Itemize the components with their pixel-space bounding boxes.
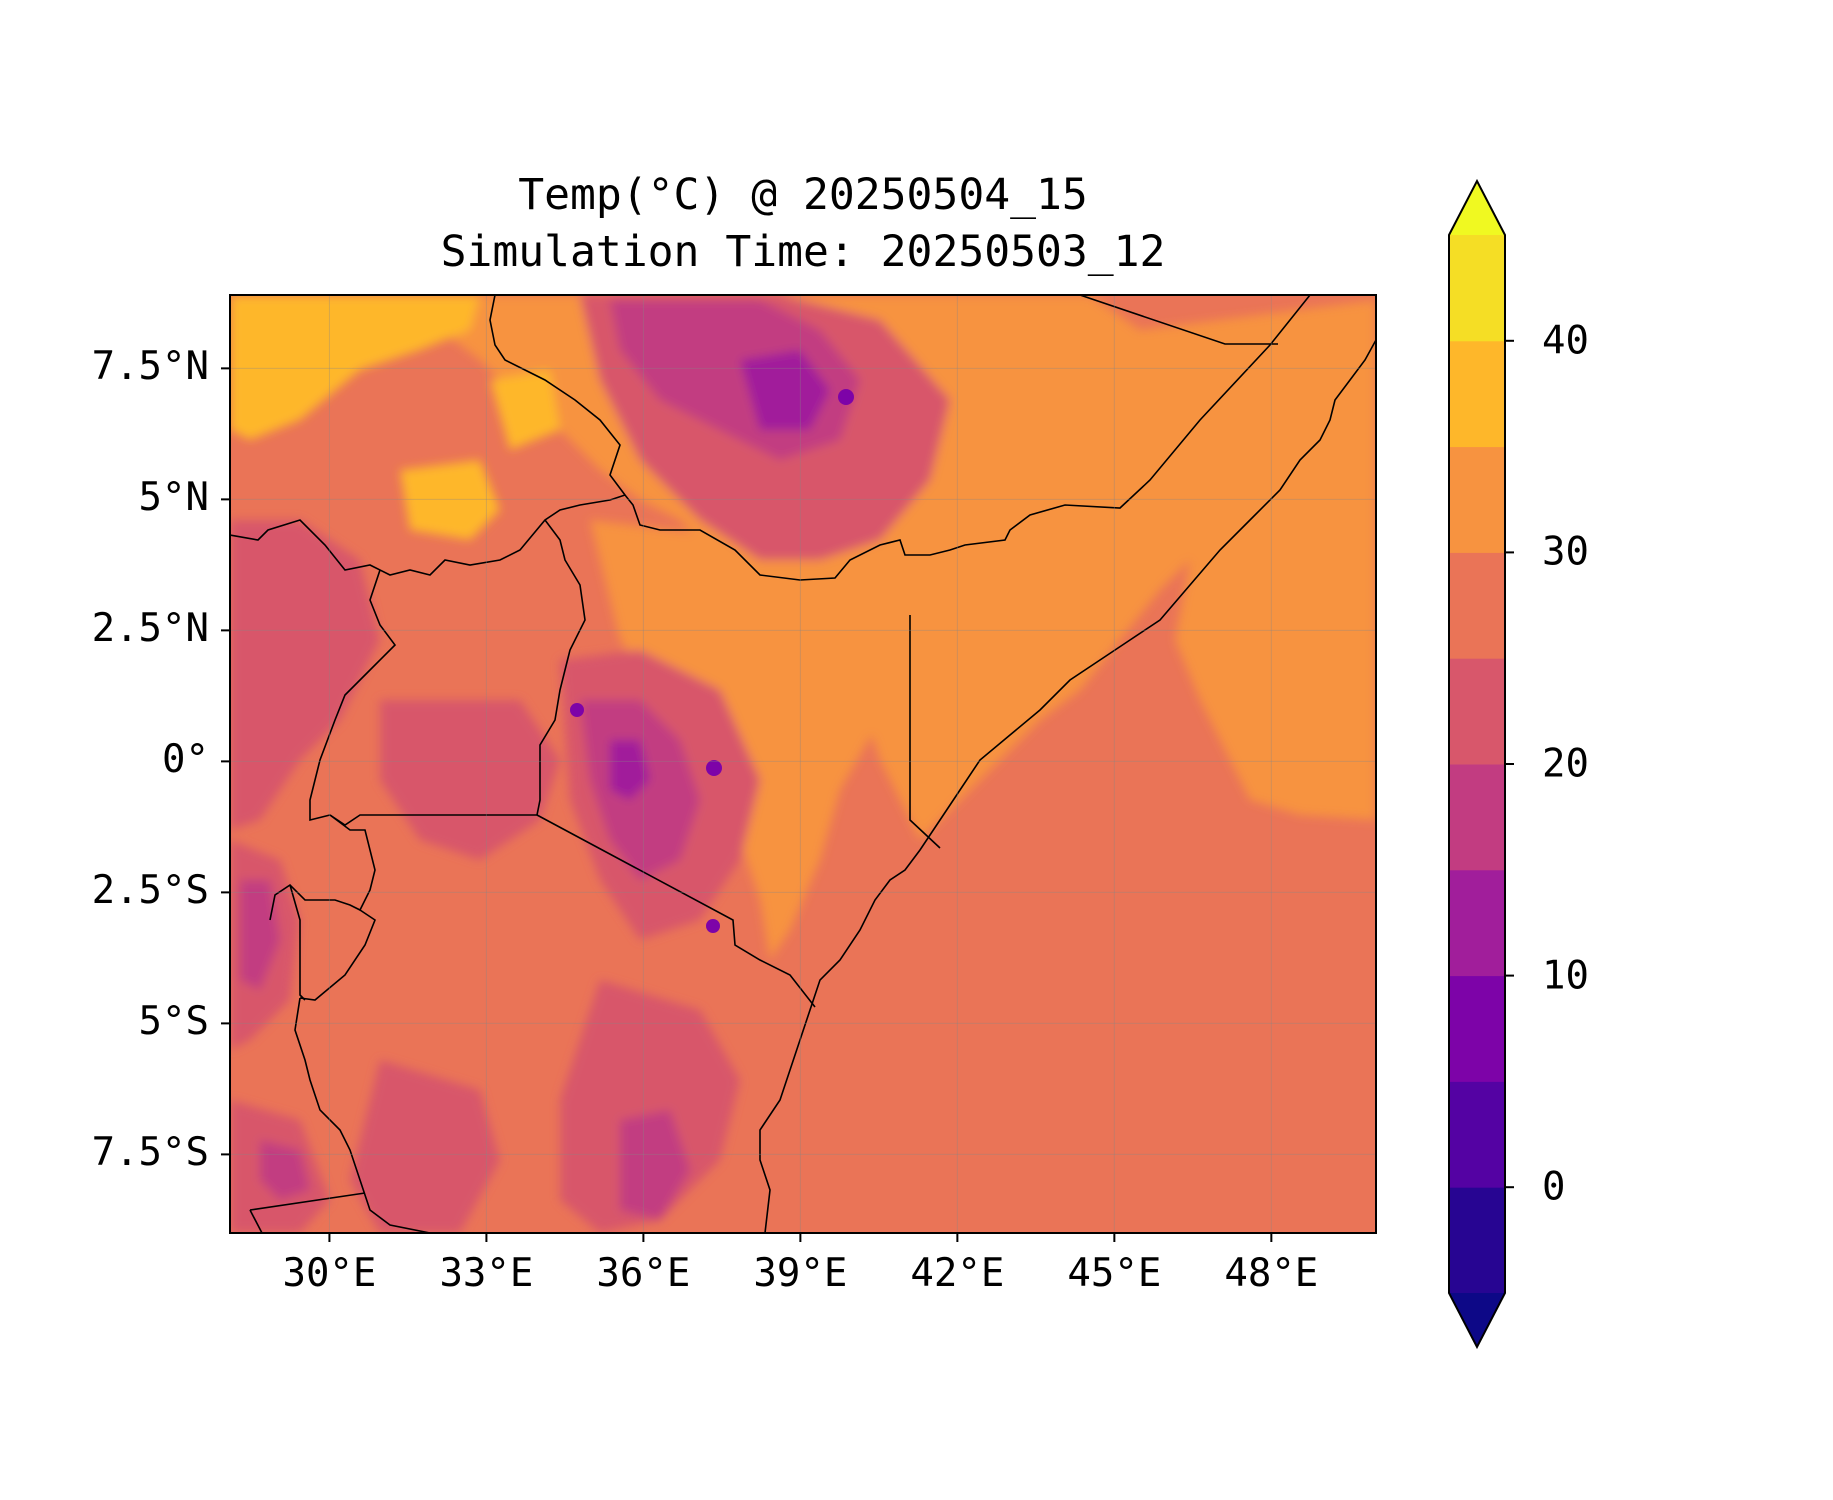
- colorbar-tick-label: 30: [1542, 529, 1589, 575]
- colorbar-segment: [1449, 1187, 1505, 1294]
- colorbar-outline: [1448, 178, 1506, 1350]
- x-tick-label: 42°E: [910, 1251, 1005, 1296]
- cold-spot: [838, 389, 854, 405]
- chart-subtitle: Simulation Time: 20250503_12: [440, 227, 1166, 277]
- colorbar-segment: [1449, 235, 1505, 342]
- colorbar-tick-label: 40: [1542, 318, 1589, 364]
- x-tick-label: 30°E: [282, 1251, 377, 1296]
- x-tick-label: 48°E: [1224, 1251, 1319, 1296]
- y-tick-label: 2.5°N: [91, 606, 209, 652]
- cold-spot: [570, 703, 584, 717]
- colorbar-min-extension: [1449, 1293, 1505, 1347]
- x-tick-label: 33°E: [439, 1251, 534, 1296]
- x-tick-label: 39°E: [753, 1251, 848, 1296]
- colorbar-segment: [1449, 446, 1505, 553]
- y-tick-label: 0°: [162, 737, 209, 783]
- colorbar-segment: [1449, 869, 1505, 977]
- chart-title: Temp(°C) @ 20250504_15: [518, 170, 1088, 220]
- colorbar-tick-label: 0: [1542, 1164, 1566, 1210]
- y-tick-label: 7.5°S: [91, 1130, 209, 1176]
- colorbar-segment: [1449, 340, 1505, 448]
- y-tick-label: 5°S: [138, 999, 209, 1045]
- map-frame: [229, 294, 1377, 1234]
- colorbar: [1448, 178, 1514, 1350]
- colorbar-segment: [1449, 975, 1505, 1082]
- cold-spot: [706, 919, 720, 933]
- colorbar-segment: [1449, 1081, 1505, 1188]
- x-tick-label: 36°E: [596, 1251, 691, 1296]
- temperature-contours: [230, 295, 1376, 1233]
- colorbar-max-extension: [1449, 181, 1505, 235]
- y-tick-label: 5°N: [138, 475, 209, 521]
- x-tick-label: 45°E: [1067, 1251, 1162, 1296]
- y-tick-label: 7.5°N: [91, 344, 209, 390]
- country-borders: [230, 295, 1376, 1233]
- axis-ticks: [221, 367, 1273, 1242]
- colorbar-segment: [1449, 658, 1505, 765]
- colorbar-segment: [1449, 764, 1505, 871]
- colorbar-tick-label: 10: [1542, 953, 1589, 999]
- map-area: [230, 295, 1376, 1233]
- gridlines: [230, 295, 1376, 1233]
- colorbar-tick-label: 20: [1542, 741, 1589, 787]
- colorbar-segment: [1449, 552, 1505, 659]
- y-tick-label: 2.5°S: [91, 868, 209, 914]
- cold-spot: [706, 760, 722, 776]
